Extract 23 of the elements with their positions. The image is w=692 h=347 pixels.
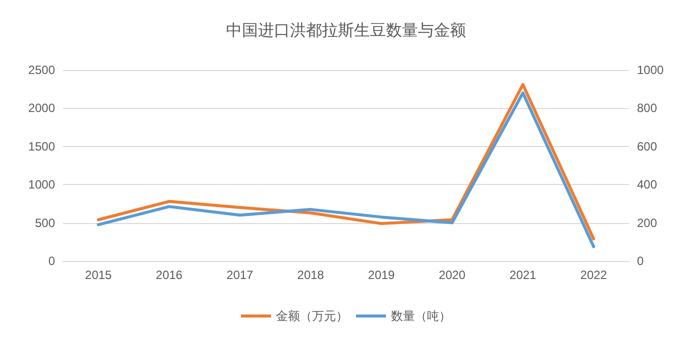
chart-title: 中国进口洪都拉斯生豆数量与金额	[226, 22, 466, 40]
y2-tick-label: 600	[637, 139, 658, 154]
y2-tick-label: 1000	[637, 63, 664, 77]
y2-tick-label: 200	[637, 216, 658, 230]
x-tick-label: 2019	[368, 268, 396, 282]
y2-tick-label: 400	[637, 178, 658, 192]
y-tick-label: 0	[48, 254, 56, 268]
x-tick-label: 2017	[226, 268, 254, 282]
y-tick-label: 2000	[28, 101, 56, 116]
y-tick-label: 2500	[28, 63, 56, 77]
legend-label: 金额（万元）	[276, 309, 348, 323]
x-tick-label: 2021	[510, 268, 537, 282]
y2-tick-label: 800	[637, 101, 658, 116]
y-tick-label: 1000	[28, 178, 56, 192]
y-tick-label: 500	[34, 216, 56, 230]
x-tick-label: 2015	[85, 268, 112, 282]
y2-tick-label: 0	[637, 254, 644, 268]
y-tick-label: 1500	[28, 139, 56, 154]
x-tick-label: 2020	[438, 268, 466, 282]
x-tick-label: 2016	[156, 268, 183, 282]
x-tick-label: 2018	[297, 268, 324, 282]
legend-label: 数量（吨）	[391, 309, 451, 323]
x-tick-label: 2022	[580, 268, 608, 282]
